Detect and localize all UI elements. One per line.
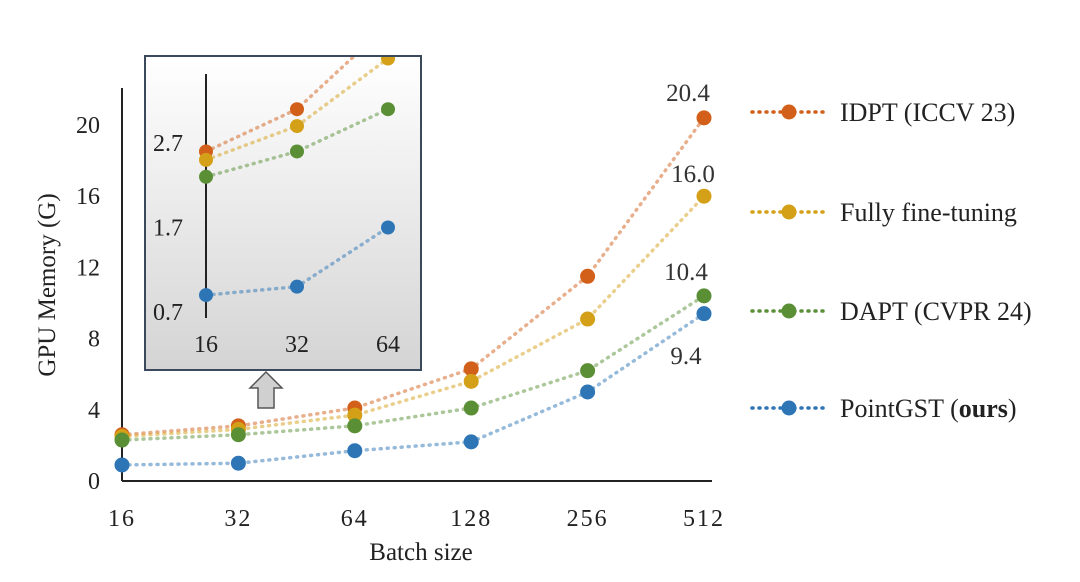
inset-point-ours [381,220,395,235]
end-label-full: 16.0 [671,161,715,188]
legend-item-ours: PointGST (ours) [750,394,1017,423]
inset-point-dapt [381,102,395,117]
inset-y-tick-labels: 0.7 1.7 2.7 [153,131,183,326]
point-idpt [580,268,596,284]
legend-marker-dapt [781,303,797,319]
point-ours [463,434,479,450]
x-tick-label: 256 [567,506,609,532]
point-idpt [463,361,479,377]
legend-label-idpt: IDPT (ICCV 23) [840,98,1015,127]
point-full [347,407,363,423]
legend-label-ours-name: PointGST [840,394,944,423]
series-line-ours [120,311,706,467]
inset-x-tick-label: 32 [285,332,309,358]
y-tick-label: 0 [88,469,100,495]
series-line-idpt [120,116,706,437]
inset-point-dapt [199,169,213,184]
inset-x-tick-label: 64 [376,332,400,358]
legend-label-dapt: DAPT (CVPR 24) [840,297,1032,326]
inset-point-full [290,119,304,134]
point-dapt [114,432,130,448]
point-ours [696,306,712,322]
point-dapt [463,400,479,416]
legend-marker-full [781,204,797,220]
point-dapt [580,363,596,379]
inset-zoom-panel: 0.7 1.7 2.7 16 32 64 [144,55,422,371]
y-axis-label: GPU Memory (G) [34,193,61,376]
x-tick-label: 512 [683,506,725,532]
inset-point-ours [290,279,304,294]
inset-point-full [381,57,395,66]
end-label-dapt: 10.4 [664,259,708,286]
zoom-arrow-icon [248,370,284,409]
legend-item-idpt: IDPT (ICCV 23) [750,98,1015,127]
inset-point-dapt [290,144,304,159]
inset-y-tick-label: 2.7 [153,131,183,157]
series-line-full [120,194,706,439]
inset-y-tick-label: 0.7 [153,300,183,326]
y-tick-labels: 0 4 8 12 16 20 [76,113,100,495]
series-ours [114,306,712,473]
point-full [463,373,479,389]
inset-y-tick-label: 1.7 [153,216,183,242]
main-axes [121,88,712,482]
legend-item-dapt: DAPT (CVPR 24) [750,297,1032,326]
inset-series-ours [199,220,395,303]
legend-marker-ours [781,400,797,416]
inset-x-tick-labels: 16 32 64 [194,332,400,358]
inset-frame [144,55,422,371]
y-tick-label: 20 [76,113,100,139]
legend-marker-idpt [781,104,797,120]
inset-series-dapt [199,102,395,184]
x-tick-labels: 16 32 64 128 256 512 [108,506,725,532]
legend: IDPT (ICCV 23) Fully fine-tuning DAPT (C… [750,98,1032,423]
end-label-idpt: 20.4 [666,80,710,107]
point-ours [580,384,596,400]
legend-label-ours: PointGST (ours) [840,394,1017,423]
inset-series [199,57,395,303]
x-axis-label: Batch size [369,539,472,566]
x-tick-label: 32 [224,506,252,532]
point-ours [230,455,246,471]
y-tick-label: 8 [88,327,100,353]
point-dapt [347,418,363,434]
point-dapt [230,427,246,443]
legend-item-full: Fully fine-tuning [750,198,1017,227]
main-series [114,110,712,473]
inset-point-ours [199,288,213,303]
inset-series-full [199,57,395,167]
inset-point-full [199,152,213,167]
inset-point-idpt [290,102,304,117]
x-tick-label: 64 [341,506,369,532]
point-ours [347,443,363,459]
y-tick-label: 4 [88,398,100,424]
point-full [580,311,596,327]
point-ours [114,457,130,473]
point-dapt [696,288,712,304]
x-tick-label: 16 [108,506,136,532]
x-tick-label: 128 [450,506,492,532]
legend-label-ours-bold: ours [959,394,1008,423]
end-label-ours: 9.4 [670,343,702,370]
legend-label-full: Fully fine-tuning [840,198,1017,227]
point-idpt [696,110,712,126]
series-dapt [114,288,712,448]
y-tick-label: 12 [76,255,100,281]
series-idpt [114,110,712,443]
point-full [696,188,712,204]
inset-x-tick-label: 16 [194,332,218,358]
series-line-dapt [120,294,706,442]
inset-series-line-dapt [204,107,390,179]
y-tick-label: 16 [76,184,100,210]
